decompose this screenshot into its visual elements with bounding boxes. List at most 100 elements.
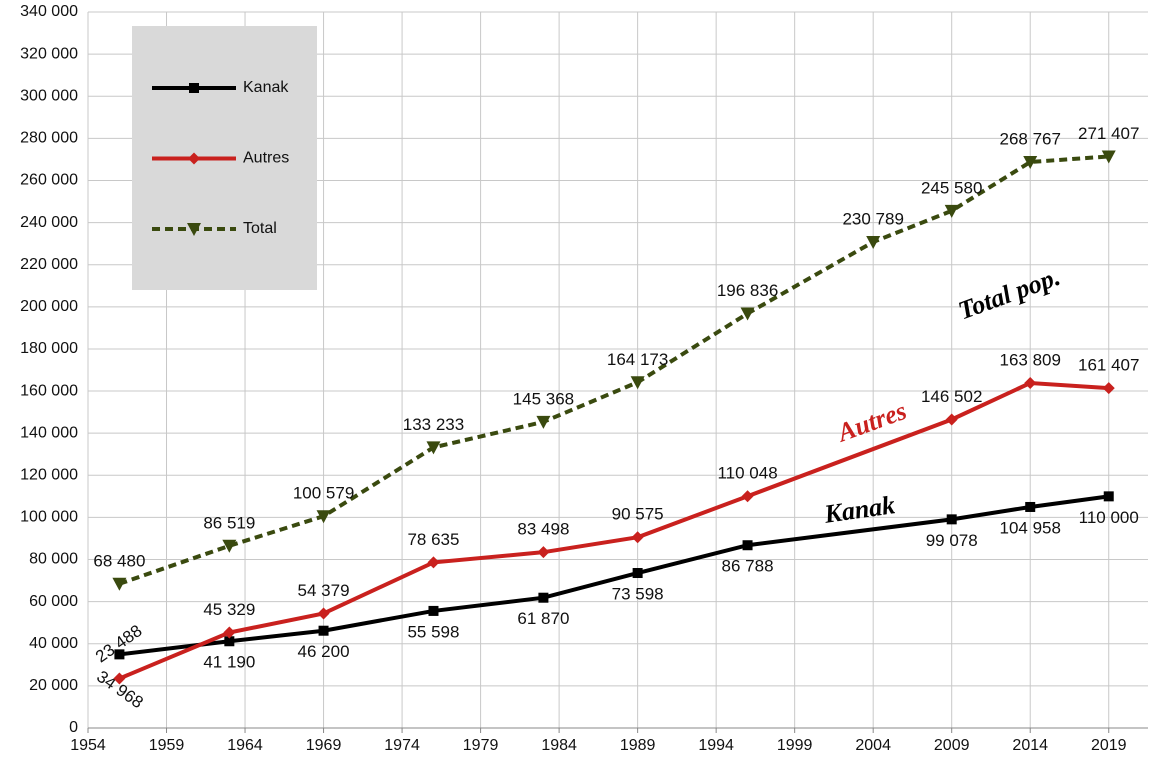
marker	[187, 223, 201, 236]
data-label: 230 789	[842, 209, 903, 228]
x-tick-label: 1969	[306, 737, 342, 754]
legend-label: Kanak	[243, 79, 289, 96]
y-tick-label: 240 000	[20, 214, 78, 231]
y-tick-label: 200 000	[20, 298, 78, 315]
data-label: 90 575	[612, 505, 664, 524]
data-label: 271 407	[1078, 124, 1139, 143]
y-tick-label: 160 000	[20, 382, 78, 399]
data-label: 78 635	[407, 530, 459, 549]
x-tick-label: 1994	[698, 737, 734, 754]
marker	[536, 415, 551, 429]
data-label: 83 498	[517, 520, 569, 539]
marker	[317, 607, 330, 620]
marker	[224, 636, 235, 647]
x-tick-label: 1989	[620, 737, 656, 754]
x-tick-label: 1954	[70, 737, 106, 754]
marker	[741, 490, 754, 503]
y-tick-label: 80 000	[29, 551, 78, 568]
x-tick-label: 2019	[1091, 737, 1127, 754]
marker	[426, 441, 441, 455]
y-tick-label: 60 000	[29, 593, 78, 610]
marker	[114, 649, 125, 660]
marker	[537, 546, 550, 559]
marker	[944, 204, 959, 218]
marker	[188, 152, 200, 165]
y-tick-label: 280 000	[20, 130, 78, 147]
marker	[866, 235, 881, 249]
y-tick-label: 220 000	[20, 256, 78, 273]
marker	[222, 539, 237, 553]
data-label: 164 173	[607, 350, 668, 369]
data-label: 104 958	[999, 518, 1060, 537]
x-tick-label: 2009	[934, 737, 970, 754]
marker	[1024, 377, 1037, 390]
data-label: 110 000	[1079, 508, 1139, 527]
data-label: 54 379	[298, 581, 350, 600]
y-tick-label: 0	[69, 719, 78, 736]
marker	[112, 577, 127, 591]
data-label: 110 048	[717, 464, 777, 483]
x-tick-label: 1964	[227, 737, 263, 754]
series-line	[119, 494, 1110, 657]
marker	[1023, 156, 1038, 170]
data-label: 86 519	[203, 513, 255, 532]
data-label: 55 598	[407, 622, 459, 641]
marker	[946, 514, 957, 525]
data-label: 196 836	[717, 281, 778, 300]
marker	[318, 625, 329, 636]
x-tick-label: 1984	[541, 737, 577, 754]
y-tick-label: 340 000	[20, 3, 78, 20]
marker	[1101, 150, 1116, 164]
legend-label: Autres	[243, 150, 289, 167]
marker	[945, 413, 958, 426]
data-label: 100 579	[293, 484, 354, 503]
data-label: 161 407	[1078, 356, 1139, 375]
marker	[428, 605, 439, 616]
data-label: 46 200	[298, 642, 350, 661]
data-label: 45 329	[203, 600, 255, 619]
y-tick-label: 300 000	[20, 87, 78, 104]
data-label: 86 788	[722, 557, 774, 576]
data-label: 163 809	[999, 351, 1060, 370]
x-tick-label: 2014	[1012, 737, 1048, 754]
marker	[1025, 501, 1036, 512]
marker	[742, 540, 753, 551]
data-label: 146 502	[921, 387, 982, 406]
series-line	[118, 381, 1109, 681]
marker	[1102, 382, 1115, 395]
marker	[316, 510, 331, 524]
marker	[189, 83, 199, 93]
y-tick-label: 180 000	[20, 340, 78, 357]
y-tick-label: 320 000	[20, 45, 78, 62]
y-tick-label: 100 000	[20, 509, 78, 526]
y-tick-label: 120 000	[20, 467, 78, 484]
x-tick-label: 1979	[463, 737, 499, 754]
marker	[632, 568, 643, 579]
marker	[113, 672, 126, 685]
marker	[631, 531, 644, 544]
marker	[427, 556, 440, 569]
annotation: Total pop.	[954, 262, 1063, 325]
data-label: 145 368	[513, 389, 574, 408]
x-tick-label: 1974	[384, 737, 420, 754]
x-tick-label: 1999	[777, 737, 813, 754]
marker	[1103, 491, 1114, 502]
data-label: 61 870	[517, 609, 569, 628]
data-label: 268 767	[999, 129, 1060, 148]
marker	[538, 592, 549, 603]
y-tick-label: 40 000	[29, 635, 78, 652]
data-label: 99 078	[926, 531, 978, 550]
y-tick-label: 260 000	[20, 172, 78, 189]
y-tick-label: 20 000	[29, 677, 78, 694]
marker	[630, 376, 645, 390]
y-tick-label: 140 000	[20, 424, 78, 441]
legend-label: Total	[243, 220, 277, 237]
data-label: 133 233	[403, 415, 464, 434]
marker	[223, 626, 236, 639]
x-tick-label: 1959	[149, 737, 185, 754]
marker	[740, 307, 755, 321]
data-label: 245 580	[921, 178, 982, 197]
x-tick-label: 2004	[855, 737, 891, 754]
data-label: 68 480	[93, 551, 145, 570]
